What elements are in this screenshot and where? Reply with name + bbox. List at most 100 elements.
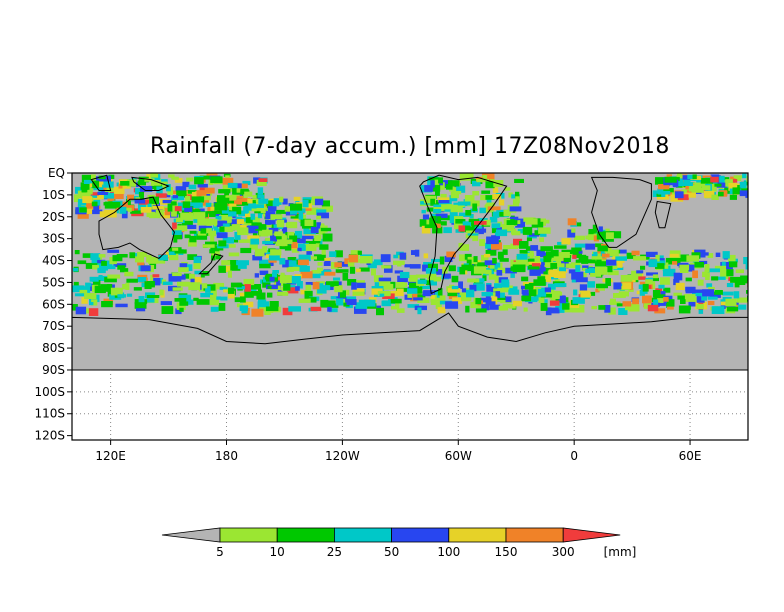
- rain-cell: [144, 281, 152, 289]
- rain-cell: [475, 278, 485, 283]
- rain-cell: [125, 282, 130, 290]
- rain-cell: [574, 243, 588, 248]
- rain-cell: [430, 213, 438, 217]
- rain-cell: [104, 277, 117, 283]
- rain-cell: [527, 266, 540, 270]
- rain-cell: [745, 262, 748, 270]
- rain-cell: [356, 282, 366, 288]
- rain-cell: [124, 271, 134, 277]
- rain-cell: [244, 191, 253, 197]
- rain-cell: [680, 299, 686, 304]
- rain-cell: [422, 264, 429, 272]
- rain-cell: [193, 262, 201, 269]
- rain-cell: [459, 173, 470, 181]
- rain-cell: [631, 250, 640, 256]
- rain-cell: [368, 297, 377, 303]
- rain-cell: [718, 191, 724, 197]
- rain-cell: [138, 192, 144, 200]
- rain-cell: [316, 209, 327, 216]
- rain-cell: [415, 274, 429, 278]
- rain-cell: [551, 254, 564, 262]
- rain-cell: [714, 265, 727, 272]
- rain-cell: [179, 307, 184, 312]
- rain-cell: [585, 268, 597, 273]
- rain-cell: [448, 265, 456, 272]
- rain-cell: [435, 221, 447, 226]
- rain-cell: [688, 295, 694, 301]
- rain-cell: [687, 174, 695, 180]
- rain-cell: [481, 255, 489, 262]
- color-legend: 5 10 25 50 100 150 300 [mm]: [161, 527, 636, 559]
- rain-cell: [730, 176, 736, 181]
- rain-cell: [228, 211, 237, 217]
- rain-cell: [593, 235, 599, 242]
- rain-cell: [508, 305, 516, 309]
- rain-cell: [701, 185, 711, 191]
- rain-cell: [438, 182, 445, 190]
- rain-cell: [421, 209, 426, 214]
- rain-cell: [720, 303, 730, 309]
- rain-cell: [722, 251, 730, 259]
- rain-cell: [259, 270, 269, 275]
- rain-cell: [726, 283, 734, 288]
- rain-cell: [91, 299, 98, 306]
- rain-cell: [240, 247, 252, 254]
- map-area: [72, 173, 748, 371]
- rain-cell: [486, 199, 492, 204]
- rain-cell: [416, 286, 423, 294]
- rain-cell: [155, 193, 167, 198]
- rain-cell: [472, 203, 478, 211]
- rain-cell: [218, 265, 227, 273]
- rain-cell: [549, 307, 560, 314]
- rain-cell: [417, 307, 422, 315]
- rain-cell: [561, 238, 571, 245]
- grid-lines: [72, 369, 748, 440]
- rain-cell: [339, 290, 346, 298]
- rain-cell: [488, 274, 497, 280]
- rain-cell: [194, 177, 204, 185]
- rain-cell: [272, 272, 277, 278]
- rain-cell: [461, 293, 472, 302]
- rain-cell: [230, 219, 242, 226]
- rain-cell: [587, 233, 598, 241]
- rain-cell: [711, 306, 725, 314]
- rain-cell: [648, 277, 659, 282]
- rain-cell: [251, 284, 262, 290]
- rain-cell: [704, 264, 710, 272]
- rain-cell: [208, 211, 216, 215]
- rain-cell: [433, 295, 445, 302]
- rain-cell: [115, 303, 128, 308]
- rain-cell: [237, 198, 250, 202]
- rain-cell: [269, 301, 279, 309]
- rain-cell: [208, 230, 216, 237]
- rain-cell: [414, 294, 426, 298]
- rain-cell: [75, 186, 87, 194]
- rain-cell: [266, 222, 272, 228]
- rain-cell: [268, 255, 280, 261]
- rain-cell: [196, 190, 207, 197]
- rain-cell: [262, 246, 268, 253]
- rain-cell: [657, 297, 667, 303]
- rain-cell: [545, 275, 551, 282]
- rain-cell: [496, 296, 506, 300]
- rain-cell: [77, 190, 91, 199]
- rain-cell: [140, 265, 151, 272]
- rain-cell: [196, 208, 205, 214]
- rain-cell: [485, 181, 495, 189]
- rain-cell: [288, 240, 293, 248]
- rain-cell: [268, 227, 279, 235]
- rain-cell: [79, 289, 88, 297]
- rain-cell: [472, 191, 480, 196]
- map-frame: [71, 172, 749, 441]
- rain-cell: [337, 261, 349, 267]
- rain-cell: [231, 224, 241, 231]
- rain-cell: [582, 265, 589, 270]
- rain-cell: [697, 279, 704, 286]
- rain-cell: [83, 179, 97, 184]
- rain-cell: [272, 270, 279, 274]
- rain-cell: [168, 273, 182, 282]
- rain-cell: [512, 264, 526, 273]
- rain-cell: [373, 275, 383, 283]
- rain-cell: [449, 195, 458, 202]
- rain-cell: [595, 243, 604, 248]
